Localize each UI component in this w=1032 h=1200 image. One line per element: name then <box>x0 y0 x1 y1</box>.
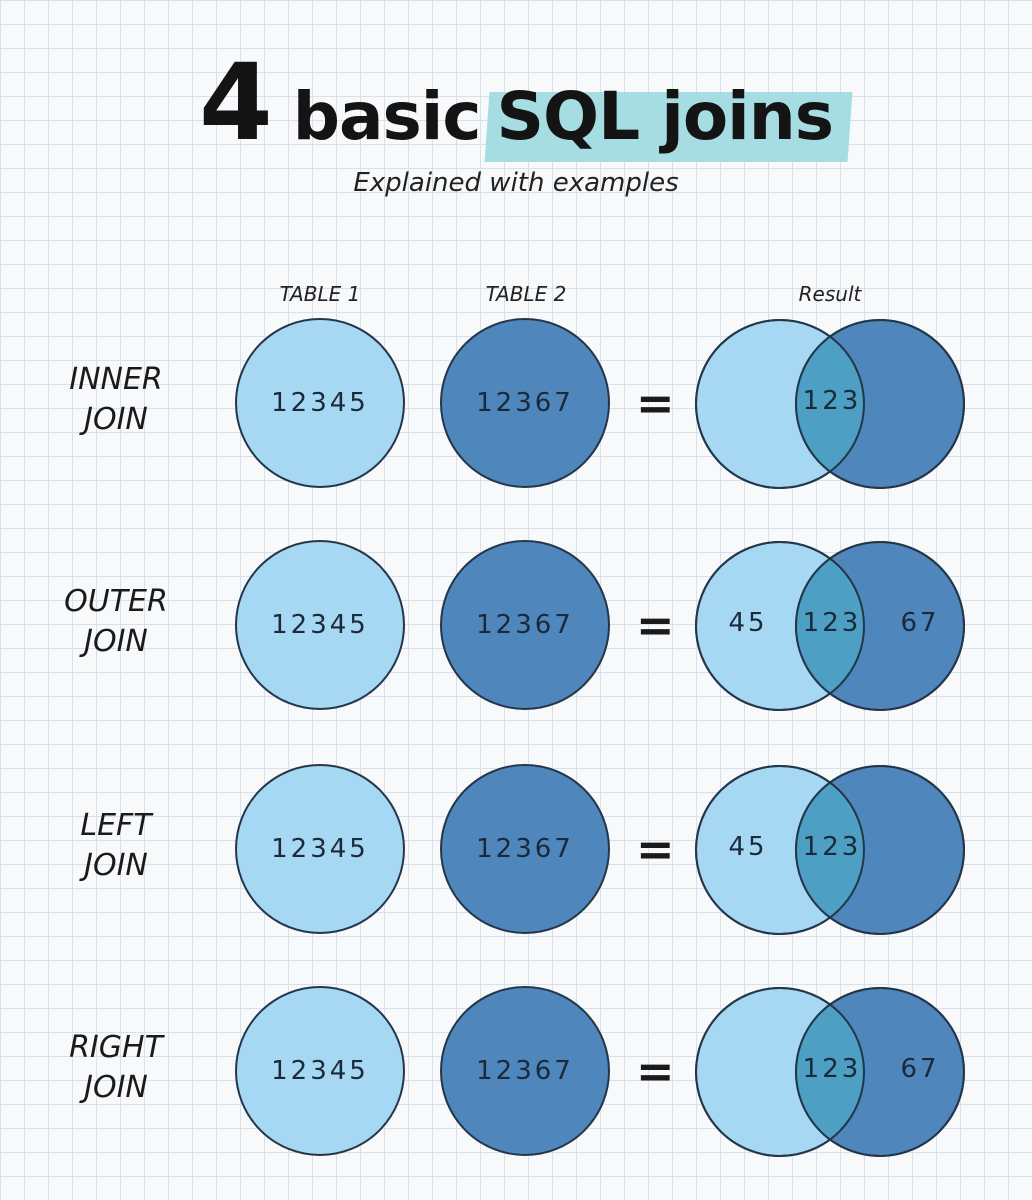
column-label-result: Result <box>798 282 862 306</box>
table1-values: 12345 <box>271 610 369 640</box>
equals-sign: = <box>636 1044 675 1098</box>
title-number: 4 <box>198 41 273 164</box>
table2-values: 12367 <box>476 610 574 640</box>
table2-circle: 12367 <box>440 540 610 710</box>
result-left-values: 45 <box>728 608 768 638</box>
join-label: INNER JOIN <box>46 360 186 440</box>
join-label-line2: JOIN <box>84 624 148 659</box>
table1-circle: 12345 <box>235 318 405 488</box>
result-venn: 45 123 <box>694 764 970 936</box>
table1-circle: 12345 <box>235 764 405 934</box>
title-block: 4 basic SQL joins <box>0 50 1032 156</box>
equals-sign: = <box>636 376 675 430</box>
table2-values: 12367 <box>476 834 574 864</box>
join-row-outer: OUTER JOIN 12345 12367 = 45 <box>0 540 1032 720</box>
join-label: LEFT JOIN <box>46 806 186 886</box>
result-overlap-values: 123 <box>802 832 862 862</box>
equals-sign: = <box>636 598 675 652</box>
join-label-line1: LEFT <box>80 808 152 843</box>
result-right-values: 67 <box>900 1054 940 1084</box>
join-row-inner: INNER JOIN 12345 12367 = 12 <box>0 318 1032 498</box>
join-row-right: RIGHT JOIN 12345 12367 = 12 <box>0 986 1032 1166</box>
join-label-line1: INNER <box>69 362 163 397</box>
title-highlight: SQL joins <box>496 78 835 155</box>
result-left-values: 45 <box>728 832 768 862</box>
join-label-line2: JOIN <box>84 402 148 437</box>
result-venn: 123 <box>694 318 970 490</box>
title-plain: basic <box>292 78 482 155</box>
join-label-line2: JOIN <box>84 848 148 883</box>
venn-diagram <box>695 987 965 1157</box>
result-venn: 123 67 <box>694 986 970 1158</box>
result-overlap-values: 123 <box>802 386 862 416</box>
result-overlap <box>796 542 864 710</box>
column-label-table1: TABLE 1 <box>279 282 361 306</box>
join-label-line1: RIGHT <box>69 1030 163 1065</box>
table1-values: 12345 <box>271 834 369 864</box>
venn-diagram <box>695 319 965 489</box>
venn-diagram <box>695 765 965 935</box>
result-overlap <box>796 988 864 1156</box>
equals-sign: = <box>636 822 675 876</box>
result-overlap-values: 123 <box>802 608 862 638</box>
join-row-left: LEFT JOIN 12345 12367 = 45 1 <box>0 764 1032 944</box>
table2-values: 12367 <box>476 1056 574 1086</box>
result-venn: 45 123 67 <box>694 540 970 712</box>
join-label-line1: OUTER <box>64 584 168 619</box>
venn-diagram <box>695 541 965 711</box>
table2-circle: 12367 <box>440 318 610 488</box>
page-title: 4 basic SQL joins <box>198 41 835 164</box>
result-overlap <box>796 320 864 488</box>
table2-circle: 12367 <box>440 986 610 1156</box>
join-label: OUTER JOIN <box>46 582 186 662</box>
table1-values: 12345 <box>271 388 369 418</box>
column-label-table2: TABLE 2 <box>485 282 567 306</box>
join-label: RIGHT JOIN <box>46 1028 186 1108</box>
table1-circle: 12345 <box>235 540 405 710</box>
table1-circle: 12345 <box>235 986 405 1156</box>
table2-circle: 12367 <box>440 764 610 934</box>
result-overlap <box>796 766 864 934</box>
join-label-line2: JOIN <box>84 1070 148 1105</box>
table1-values: 12345 <box>271 1056 369 1086</box>
table2-values: 12367 <box>476 388 574 418</box>
result-overlap-values: 123 <box>802 1054 862 1084</box>
result-right-values: 67 <box>900 608 940 638</box>
subtitle: Explained with examples <box>353 168 679 198</box>
